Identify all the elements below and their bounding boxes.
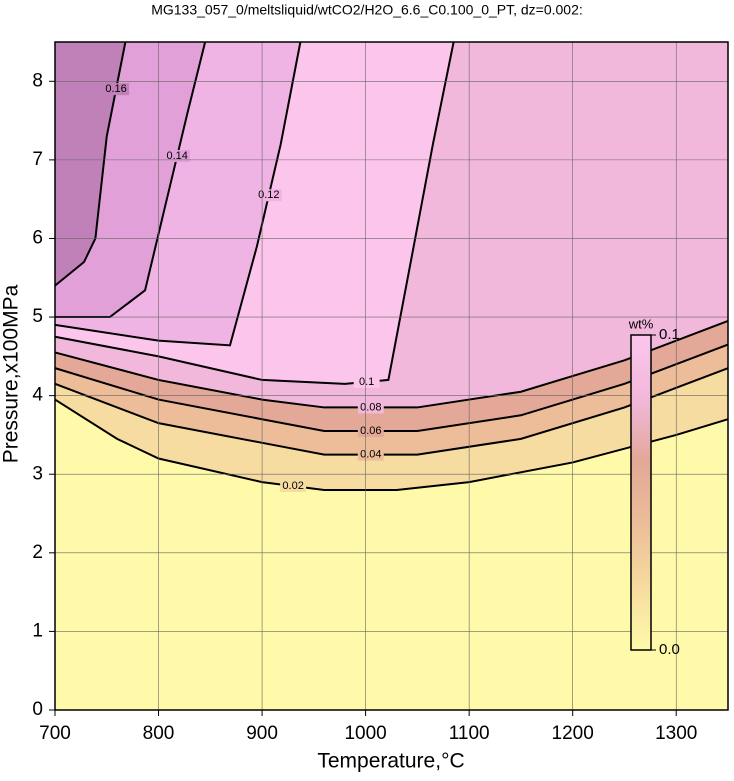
contour-label: 0.16 [105, 83, 126, 95]
x-tick-label: 800 [143, 723, 175, 744]
y-tick-label: 5 [32, 306, 43, 327]
y-axis-label: Pressure,x100MPa [0, 284, 23, 463]
contour-line [54, 41, 302, 347]
contour-label-bg [357, 401, 384, 414]
colorbar-tick-label: 0.1 [659, 326, 680, 343]
y-tick-label: 3 [32, 463, 43, 484]
x-tick-label: 1200 [552, 723, 594, 744]
chart-title: MG133_057_0/meltsliquid/wtCO2/H2O_6.6_C0… [151, 2, 583, 18]
x-axis-label: Temperature,°C [317, 750, 464, 773]
contour-label: 0.04 [360, 448, 381, 460]
x-tick-label: 1100 [449, 723, 490, 744]
contour-label-bg [353, 375, 380, 388]
contour-label-bg [357, 448, 384, 461]
contour-label-bg [357, 425, 384, 438]
contour-label-bg [280, 480, 307, 493]
x-tick-label: 900 [246, 723, 278, 744]
contour-label: 0.12 [258, 189, 279, 201]
y-tick-label: 2 [32, 542, 43, 563]
y-tick-label: 1 [32, 620, 43, 641]
colorbar [630, 334, 652, 651]
y-tick-label: 0 [32, 699, 43, 720]
y-tick-label: 8 [32, 70, 43, 91]
contour-label: 0.02 [282, 480, 303, 492]
contour-label-bg [103, 83, 130, 96]
colorbar-label: wt% [628, 316, 654, 331]
y-tick-label: 4 [32, 385, 43, 406]
colorbar-tick-label: 0.0 [659, 641, 680, 658]
contour-label: 0.06 [360, 425, 381, 437]
contour-label: 0.1 [359, 376, 374, 388]
contour-line [54, 398, 729, 491]
contour-label: 0.14 [166, 150, 187, 162]
y-tick-label: 6 [32, 227, 43, 248]
contour-label: 0.08 [360, 401, 381, 413]
y-tick-label: 7 [32, 149, 43, 170]
contour-label-bg [164, 149, 191, 162]
plot-frame [54, 41, 729, 711]
contour-fill [55, 42, 126, 286]
x-tick-label: 700 [39, 723, 71, 744]
x-tick-label: 1000 [344, 723, 386, 744]
x-tick-label: 1300 [655, 723, 697, 744]
